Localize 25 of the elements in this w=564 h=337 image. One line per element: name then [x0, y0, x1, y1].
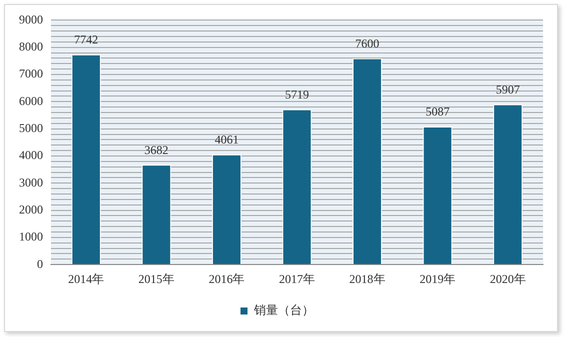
- y-tick-label: 5000: [19, 120, 43, 135]
- y-tick-label: 4000: [19, 148, 43, 162]
- x-tick-label: 2018年: [349, 272, 386, 286]
- data-label: 7600: [355, 36, 380, 50]
- x-tick-label: 2019年: [420, 272, 456, 286]
- y-tick-label: 6000: [19, 94, 43, 108]
- y-tick-label: 0: [37, 256, 43, 271]
- x-tick-label: 2016年: [208, 272, 245, 286]
- y-tick-label: 1000: [19, 230, 43, 244]
- x-tick-label: 2020年: [490, 272, 526, 286]
- legend-label: 销量（台）: [253, 303, 314, 318]
- y-tick-label: 9000: [19, 12, 43, 26]
- data-label: 4061: [214, 132, 239, 146]
- y-tick-label: 3000: [19, 175, 43, 190]
- data-label: 5087: [426, 104, 450, 119]
- x-tick-label: 2014年: [68, 272, 104, 286]
- data-label: 7742: [74, 32, 98, 47]
- x-tick-label: 2017年: [279, 272, 315, 286]
- data-label: 5719: [285, 87, 309, 102]
- y-tick-label: 8000: [19, 40, 43, 54]
- y-tick-label: 2000: [19, 202, 43, 216]
- data-label: 5907: [496, 82, 520, 96]
- data-label: 3682: [144, 142, 168, 157]
- y-tick-label: 7000: [19, 66, 43, 81]
- x-tick-label: 2015年: [138, 272, 174, 286]
